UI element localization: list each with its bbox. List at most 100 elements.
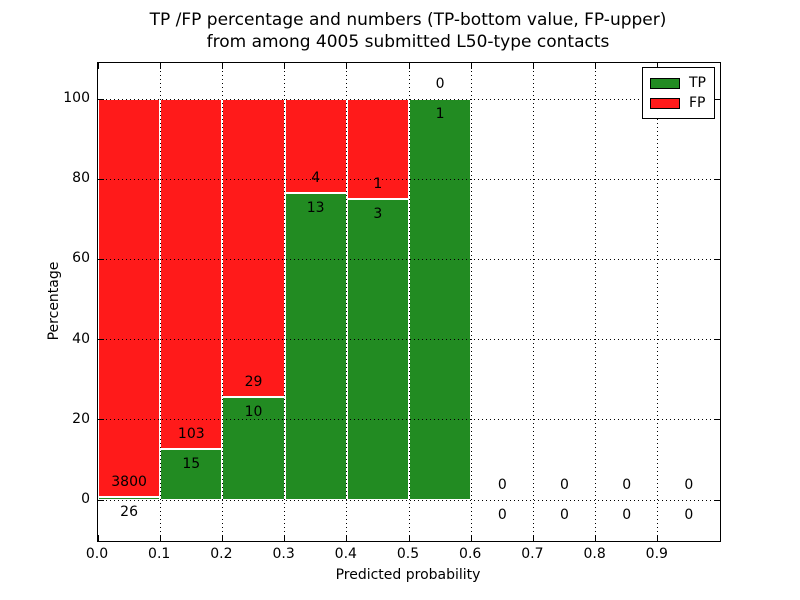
bar-segment-fp [346, 99, 409, 200]
y-axis-tick [98, 419, 104, 421]
x-tick-label: 0.8 [583, 546, 606, 562]
fp-count-label: 0 [435, 76, 445, 93]
y-axis-tick [98, 258, 104, 260]
legend-label-fp: FP [689, 95, 706, 111]
x-axis-tick-top [532, 63, 534, 69]
x-axis-tick-top [470, 63, 472, 69]
bar-segment-tp [222, 397, 285, 501]
x-tick-label: 0.7 [521, 546, 544, 562]
x-tick-label: 0.9 [645, 546, 668, 562]
gridline-vertical [532, 63, 534, 541]
x-axis-tick-top [346, 63, 348, 69]
y-tick-label: 100 [63, 90, 90, 107]
gridline-vertical [657, 63, 659, 541]
legend-row-fp: FP [650, 93, 706, 113]
x-tick-label: 0.5 [396, 546, 420, 562]
y-axis-tick-right [714, 499, 720, 501]
bar-segment-fp [98, 99, 161, 498]
bar-segment-fp [222, 99, 285, 398]
tp-count-label: 26 [120, 504, 139, 521]
x-axis-tick-top [284, 63, 286, 69]
tp-count-label: 10 [244, 404, 263, 421]
fp-count-label: 29 [244, 374, 263, 391]
chart-title-line1: TP /FP percentage and numbers (TP-bottom… [149, 10, 667, 30]
gridline-vertical [346, 63, 348, 541]
gridline-vertical [470, 63, 472, 541]
bar-segment-tp [284, 193, 347, 501]
tp-count-label: 1 [435, 106, 445, 123]
tp-count-label: 0 [684, 507, 694, 524]
fp-count-label: 3800 [111, 474, 147, 491]
x-tick-label: 0.2 [210, 546, 233, 562]
x-axis-tick-top [221, 63, 223, 69]
x-axis-tick [408, 535, 410, 541]
tp-count-label: 0 [560, 507, 569, 524]
x-axis-tick [346, 535, 348, 541]
y-tick-label: 60 [72, 250, 90, 267]
fp-count-label: 0 [684, 477, 694, 494]
tp-count-label: 0 [497, 507, 507, 524]
y-axis-tick-right [714, 178, 720, 180]
bar-segment-fp [160, 99, 223, 450]
gridline-vertical [595, 63, 597, 541]
y-axis-tick [98, 98, 104, 100]
plot-area: TP FP 3800 26 103 15 29 10 4 13 1 3 0 1 0 0 0 0 0 0 0 0 [97, 62, 721, 542]
bar-segment-tp [409, 99, 472, 501]
x-axis-tick [657, 535, 659, 541]
x-axis-tick-top [159, 63, 161, 69]
y-axis-tick-right [714, 258, 720, 260]
tp-count-label: 13 [306, 200, 325, 217]
legend: TP FP [642, 67, 715, 119]
fp-count-label: 1 [373, 176, 383, 193]
y-axis-tick-right [714, 339, 720, 341]
fp-count-label: 4 [311, 170, 321, 187]
y-tick-label: 80 [72, 170, 90, 187]
chart-title: TP /FP percentage and numbers (TP-bottom… [97, 9, 719, 53]
fp-count-label: 0 [497, 477, 507, 494]
x-axis-tick [470, 535, 472, 541]
fp-count-label: 0 [622, 477, 632, 494]
bar-segment-tp [346, 199, 409, 501]
legend-label-tp: TP [689, 75, 706, 91]
x-axis-tick [284, 535, 286, 541]
y-axis-tick [98, 499, 104, 501]
x-tick-label: 0.1 [148, 546, 171, 562]
y-axis-tick [98, 178, 104, 180]
y-axis-tick-right [714, 419, 720, 421]
y-axis-label: Percentage [46, 261, 62, 341]
x-axis-tick-top [97, 63, 99, 69]
gridline-vertical [408, 63, 410, 541]
x-axis-tick-top [657, 63, 659, 69]
gridline-vertical [159, 63, 161, 541]
x-axis-tick-top [408, 63, 410, 69]
y-tick-label: 20 [72, 410, 90, 427]
y-axis-tick-right [714, 98, 720, 100]
x-tick-label: 0.0 [85, 546, 109, 562]
gridline-vertical [284, 63, 286, 541]
fp-count-label: 0 [560, 477, 569, 494]
x-tick-label: 0.6 [459, 546, 482, 562]
fp-count-label: 103 [177, 426, 205, 443]
fp-swatch-icon [650, 97, 680, 109]
x-axis-tick [97, 535, 99, 541]
x-axis-tick-top [595, 63, 597, 69]
tp-count-label: 15 [182, 456, 201, 473]
x-axis-label: Predicted probability [335, 567, 481, 583]
gridline-vertical [221, 63, 223, 541]
x-axis-tick [595, 535, 597, 541]
x-tick-label: 0.4 [334, 546, 357, 562]
x-axis-tick [532, 535, 534, 541]
x-tick-label: 0.3 [272, 546, 295, 562]
y-axis-tick [98, 339, 104, 341]
tp-count-label: 3 [373, 206, 383, 223]
bar-segment-fp [284, 99, 347, 194]
bar-segment-tp [160, 449, 223, 501]
tp-count-label: 0 [622, 507, 632, 524]
y-tick-label: 0 [81, 491, 90, 508]
legend-row-tp: TP [650, 73, 706, 93]
y-tick-label: 40 [72, 330, 90, 347]
tp-swatch-icon [650, 77, 680, 89]
x-axis-tick [221, 535, 223, 541]
x-axis-tick [159, 535, 161, 541]
